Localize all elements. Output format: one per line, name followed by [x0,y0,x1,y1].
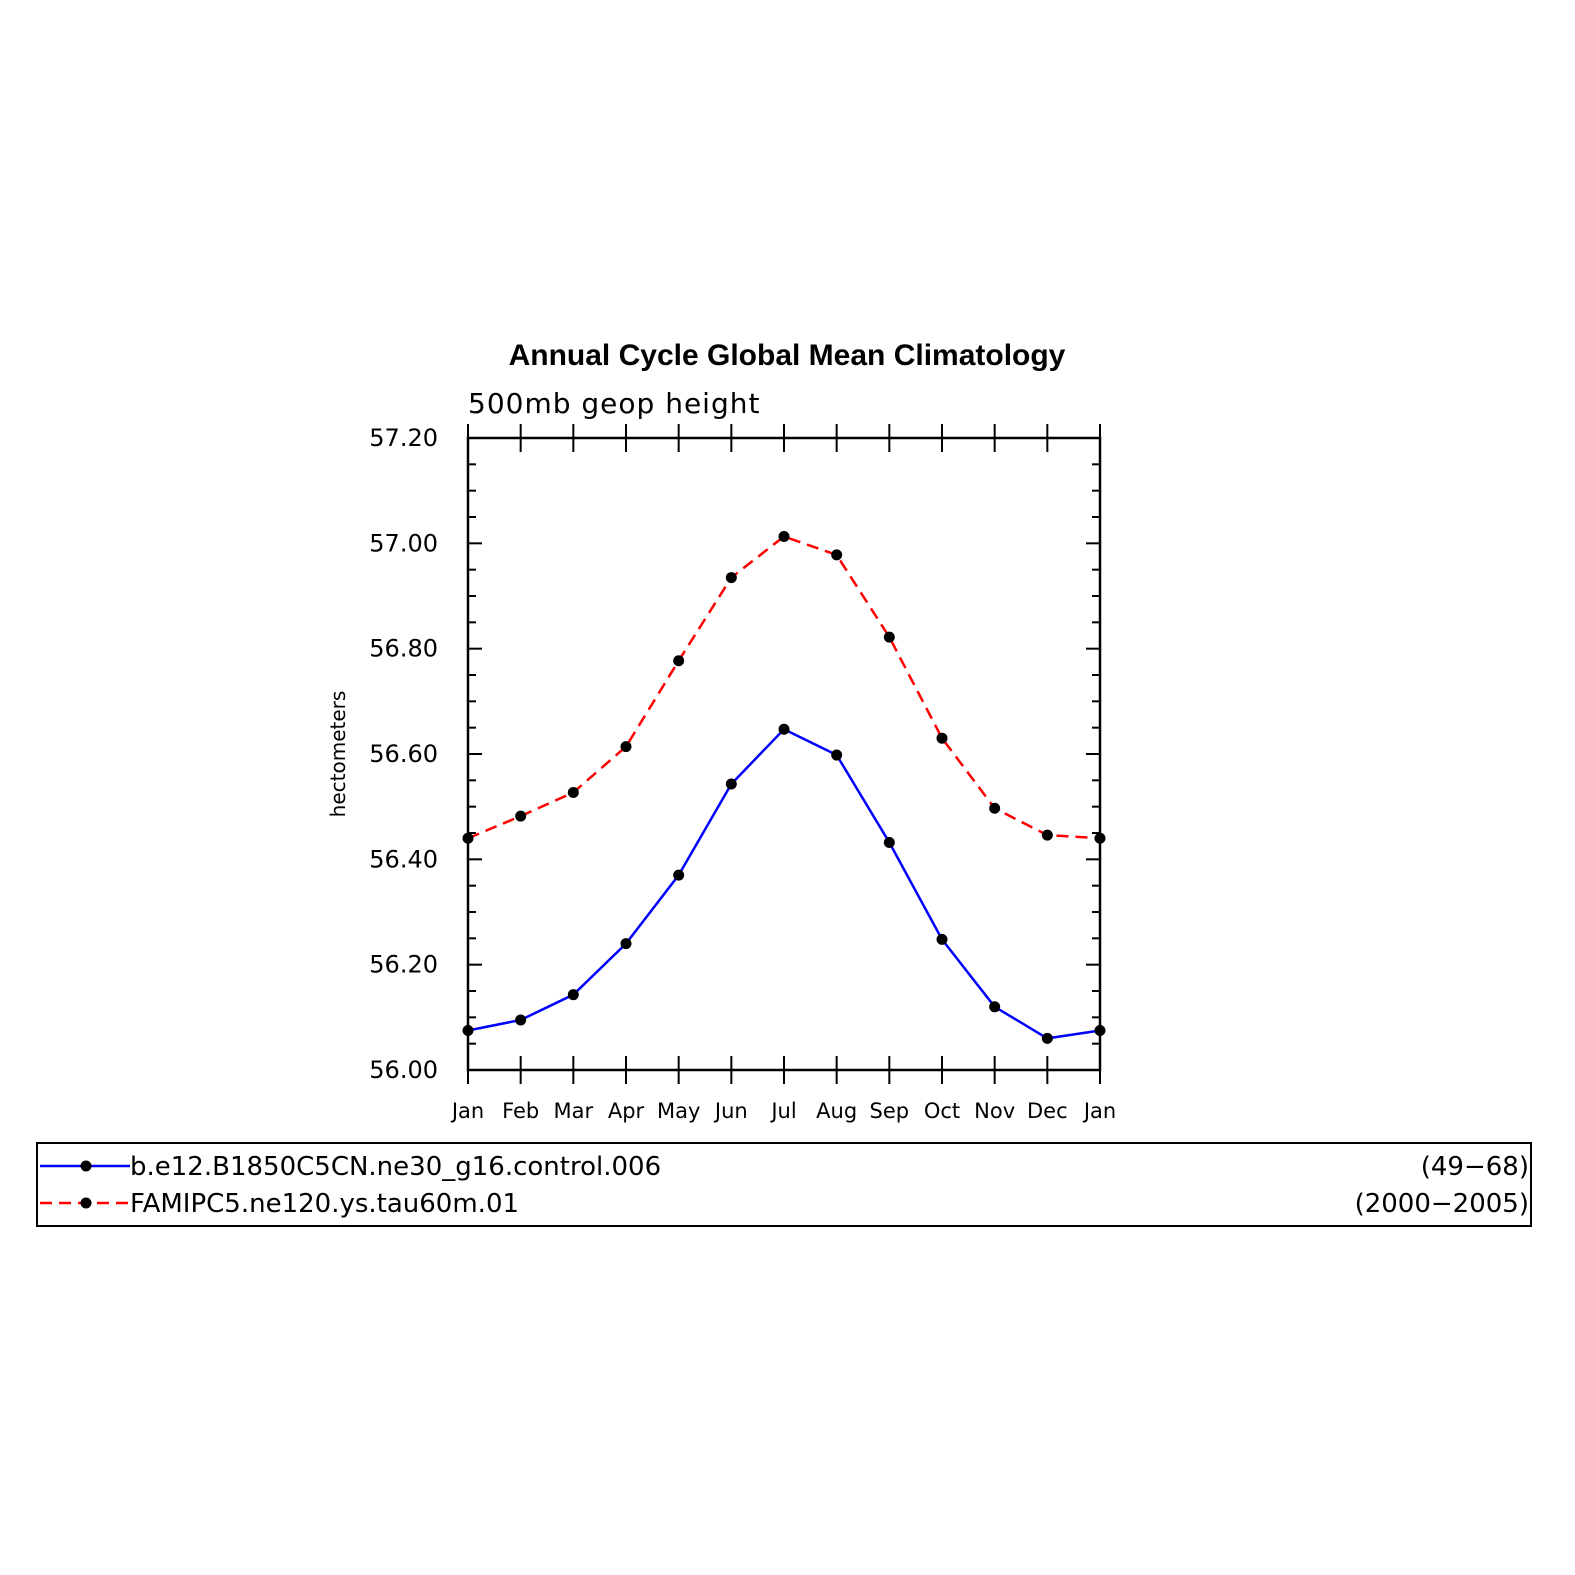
y-tick-label: 56.00 [369,1056,438,1084]
legend-series-name: b.e12.B1850C5CN.ne30_g16.control.006 [130,1152,661,1182]
x-tick-label: Jul [769,1099,796,1123]
y-tick-label: 56.80 [369,635,438,663]
x-tick-label: Jan [450,1099,484,1123]
x-tick-label: Jun [713,1099,748,1123]
data-point [567,989,579,1001]
data-point [515,1014,527,1026]
legend-series-years: (2000−2005) [1355,1189,1529,1219]
x-tick-label: Apr [608,1099,645,1123]
data-point [515,810,527,822]
data-point [1041,1032,1053,1044]
data-point [883,631,895,643]
data-point [567,786,579,798]
data-point [620,938,632,950]
x-tick-label: Oct [924,1099,960,1123]
data-point [778,530,790,542]
chart-title: Annual Cycle Global Mean Climatology [509,339,1066,372]
data-point [620,741,632,753]
x-tick-label: May [657,1099,700,1123]
data-point [831,749,843,761]
data-point [989,802,1001,814]
data-point [831,549,843,561]
plot-area: 56.00 56.20 56.40 56.60 56.80 57.00 57.20 Jan Fe… [369,424,1116,1123]
x-tick-label: Feb [502,1099,539,1123]
y-tick-label: 56.40 [369,845,438,873]
x-tick-label: Aug [816,1099,857,1123]
legend-series-years: (49−68) [1421,1152,1529,1182]
data-point [989,1001,1001,1013]
legend-marker [80,1160,92,1172]
legend-series-name: FAMIPC5.ne120.ys.tau60m.01 [130,1189,519,1219]
x-tick-label: Mar [554,1099,594,1123]
y-tick-label: 56.20 [369,951,438,979]
y-tick-label: 57.20 [369,424,438,452]
data-point [462,1025,474,1036]
y-axis-label: hectometers [326,691,350,818]
series-line-1 [467,535,1101,840]
data-point [1094,1025,1106,1036]
chart-subtitle: 500mb geop height [468,387,760,420]
data-point [725,572,737,584]
x-tick-label: Sep [870,1099,910,1123]
x-tick-label: Dec [1027,1099,1068,1123]
data-point [1094,832,1106,844]
data-point [936,933,948,945]
data-point [1041,829,1053,841]
data-point [462,832,474,844]
data-point [673,655,685,667]
data-point [673,869,685,881]
y-tick-label: 57.00 [369,529,438,557]
legend: b.e12.B1850C5CN.ne30_g16.control.006 (49−… [36,1142,1532,1227]
series-line-0 [467,727,1101,1040]
data-point [936,732,948,744]
data-point [778,723,790,735]
legend-marker [80,1197,92,1209]
legend-box [36,1142,1532,1227]
x-tick-label: Nov [974,1099,1015,1123]
y-tick-label: 56.60 [369,740,438,768]
x-tick-label: Jan [1082,1099,1116,1123]
data-point [883,836,895,848]
data-point [725,778,737,790]
